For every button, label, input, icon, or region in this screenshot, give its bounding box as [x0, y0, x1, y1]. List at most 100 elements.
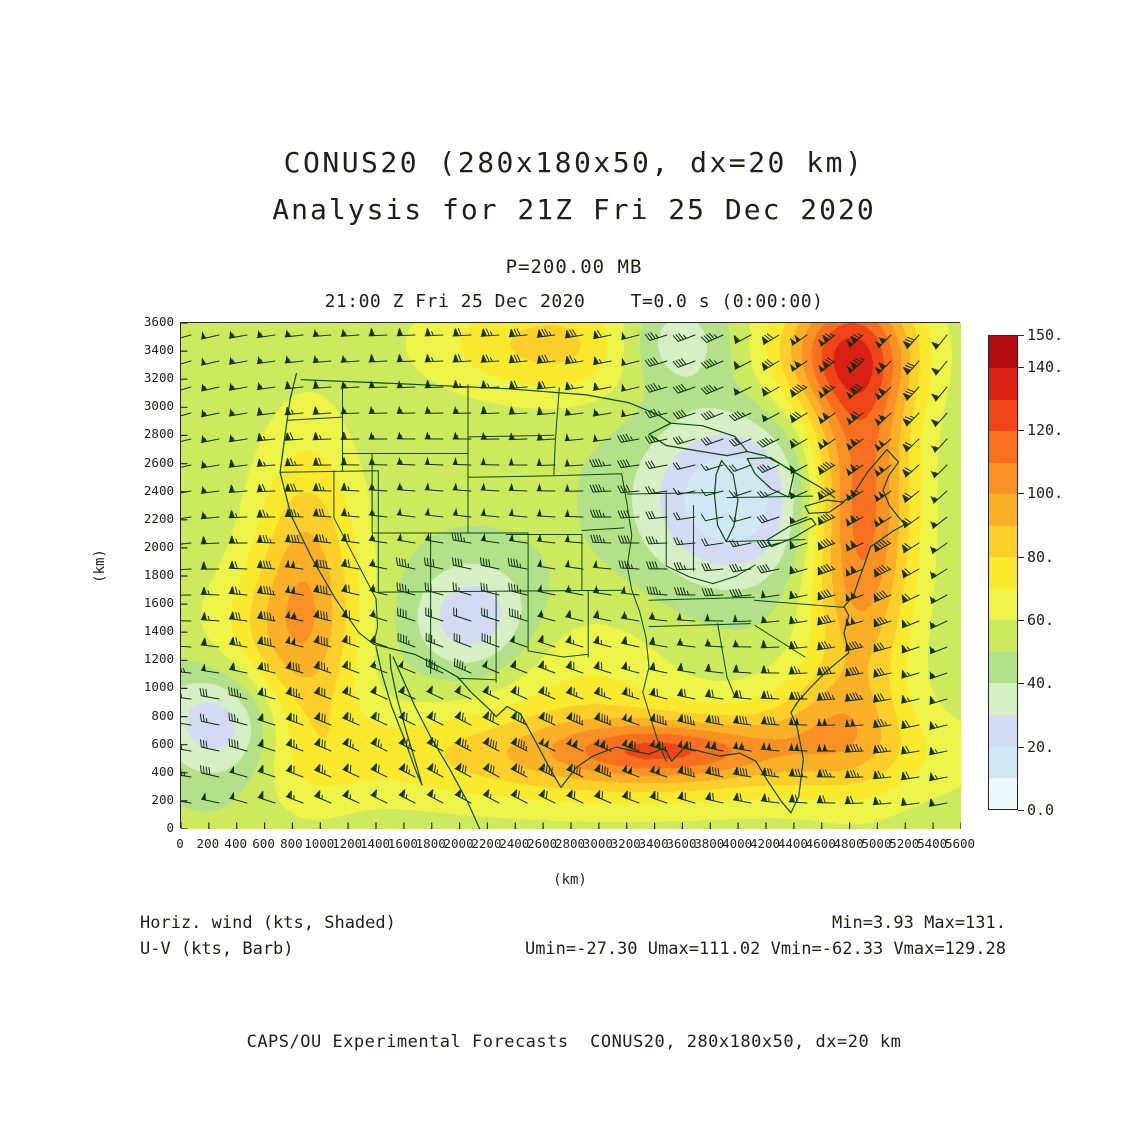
- legend-shaded-label: Horiz. wind (kts, Shaded): [140, 913, 396, 933]
- colorbar-segment: [989, 493, 1017, 526]
- x-axis-tick-label: 1000: [304, 836, 335, 851]
- y-axis-tick-label: 1000: [143, 679, 174, 695]
- x-axis-tick-label: 2400: [499, 836, 530, 851]
- wind-barbs: [181, 328, 948, 807]
- colorbar-tick-label: 120.: [1027, 421, 1064, 439]
- x-axis-tick-label: 2800: [554, 836, 586, 851]
- x-axis-tick-label: 5600: [944, 836, 976, 851]
- legend-barb-label: U-V (kts, Barb): [140, 939, 294, 959]
- y-axis-tick-label: 800: [151, 707, 174, 723]
- coastline-and-lakes: [279, 373, 906, 829]
- y-axis-tick-label: 1600: [143, 595, 174, 611]
- colorbar-segment: [989, 336, 1017, 369]
- axis-tick-marks: [181, 323, 961, 829]
- x-axis-tick-label: 5400: [917, 836, 948, 851]
- colorbar: [988, 335, 1018, 810]
- valid-time-label: 21:00 Z Fri 25 Dec 2020 T=0.0 s (0:00:00…: [324, 291, 824, 312]
- x-axis-tick-label: 4200: [749, 836, 781, 851]
- uv-minmax-label: Umin=-27.30 Umax=111.02 Vmin=-62.33 Vmax…: [524, 939, 1006, 959]
- x-axis-tick-label: 3600: [666, 836, 697, 851]
- colorbar-tick-mark: [1018, 493, 1024, 495]
- map-and-barbs-overlay: [181, 323, 961, 829]
- colorbar-tick-mark: [1018, 430, 1024, 431]
- state-boundaries: [279, 383, 845, 762]
- y-axis-tick-label: 400: [151, 763, 174, 779]
- colorbar-tick-label: 150.: [1027, 326, 1064, 344]
- y-axis-tick-label: 3200: [143, 370, 174, 386]
- y-axis-tick-label: 1800: [143, 567, 174, 582]
- x-axis-tick-label: 4000: [722, 836, 753, 851]
- y-axis-tick-label: 2000: [143, 538, 174, 554]
- x-axis-title: (km): [553, 872, 587, 888]
- y-axis-tick-label: 3600: [143, 314, 174, 329]
- y-axis-tick-label: 1400: [143, 623, 174, 639]
- x-axis-tick-label: 3200: [610, 836, 641, 851]
- x-axis-tick-label: 200: [196, 836, 220, 851]
- colorbar-tick-label: 20.: [1027, 737, 1055, 756]
- colorbar-tick-mark: [1018, 810, 1024, 811]
- field-minmax-label: Min=3.93 Max=131.: [832, 913, 1006, 933]
- colorbar-segment: [989, 682, 1017, 715]
- colorbar-tick-mark: [1018, 683, 1024, 685]
- colorbar-tick-label: 0.0: [1027, 801, 1055, 819]
- x-axis-tick-label: 1400: [359, 836, 391, 851]
- colorbar-tick-mark: [1018, 335, 1024, 336]
- x-axis-tick-label: 3000: [582, 836, 613, 851]
- colorbar-segment: [989, 588, 1017, 621]
- x-axis-tick-label: 1200: [332, 836, 363, 851]
- y-axis-tick-label: 3400: [143, 342, 174, 358]
- colorbar-tick-label: 140.: [1027, 357, 1064, 376]
- x-axis-tick-label: 3800: [694, 836, 725, 851]
- colorbar-segment: [989, 619, 1017, 652]
- colorbar-tick-label: 60.: [1027, 611, 1055, 629]
- x-axis-tick-label: 3400: [638, 836, 669, 851]
- colorbar-tick-label: 80.: [1027, 547, 1055, 566]
- x-axis-tick-label: 4400: [777, 836, 808, 851]
- page-title: CONUS20 (280x180x50, dx=20 km): [283, 146, 865, 179]
- y-axis-title: (km): [92, 549, 108, 583]
- x-axis-tick-label: 4800: [833, 836, 864, 851]
- colorbar-segment: [989, 430, 1017, 463]
- page-subtitle: Analysis for 21Z Fri 25 Dec 2020: [272, 193, 876, 226]
- x-axis-tick-label: 600: [252, 836, 275, 851]
- footer-credit: CAPS/OU Experimental Forecasts CONUS20, …: [246, 1032, 902, 1052]
- colorbar-segment: [989, 525, 1017, 558]
- x-axis-tick-label: 800: [280, 836, 303, 851]
- pressure-level-label: P=200.00 MB: [505, 256, 643, 278]
- colorbar-segment: [989, 367, 1017, 400]
- x-axis-tick-label: 1800: [415, 836, 446, 851]
- y-axis-tick-label: 1200: [143, 651, 174, 667]
- colorbar-segment: [989, 556, 1017, 589]
- x-axis-tick-label: 1600: [387, 836, 418, 851]
- y-axis-tick-label: 600: [151, 735, 174, 751]
- x-axis-tick-label: 2200: [471, 836, 502, 851]
- colorbar-segment: [989, 714, 1017, 747]
- x-axis-tick-label: 0: [176, 836, 184, 851]
- colorbar-tick-label: 100.: [1027, 484, 1064, 503]
- shaded-wind-speed-layer: [181, 323, 961, 829]
- colorbar-tick-label: 40.: [1027, 674, 1055, 693]
- colorbar-segment: [989, 462, 1017, 495]
- y-axis-tick-label: 0: [166, 820, 174, 835]
- y-axis-tick-label: 2200: [143, 510, 174, 526]
- colorbar-segment: [989, 745, 1017, 778]
- x-axis-tick-label: 400: [224, 836, 247, 851]
- colorbar-segment: [989, 651, 1017, 684]
- wind-analysis-plot: [180, 322, 961, 829]
- x-axis-tick-label: 5200: [889, 836, 920, 851]
- x-axis-tick-label: 5000: [861, 836, 892, 851]
- colorbar-tick-mark: [1018, 556, 1024, 558]
- y-axis-tick-label: 2800: [143, 426, 174, 442]
- colorbar-tick-mark: [1018, 746, 1024, 748]
- colorbar-segment: [989, 776, 1017, 809]
- y-axis-tick-label: 2400: [143, 482, 174, 498]
- x-axis-tick-label: 2000: [443, 836, 474, 851]
- y-axis-tick-label: 2600: [143, 454, 174, 470]
- colorbar-tick-mark: [1018, 366, 1024, 368]
- y-axis-tick-label: 3000: [143, 398, 174, 414]
- colorbar-tick-mark: [1018, 620, 1024, 621]
- y-axis-tick-label: 200: [151, 791, 174, 807]
- x-axis-tick-label: 2600: [527, 836, 558, 851]
- colorbar-segment: [989, 399, 1017, 432]
